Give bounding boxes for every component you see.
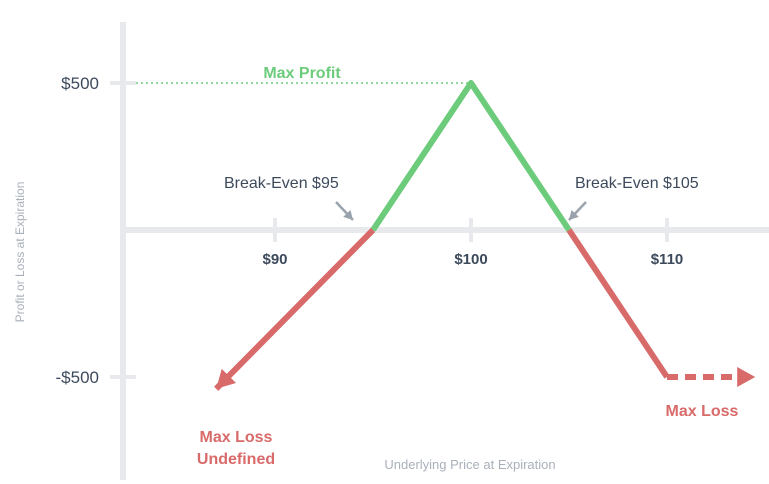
payoff-series-3	[566, 228, 670, 379]
x-tick-label: $100	[454, 251, 487, 268]
max-loss-label: Max Loss	[666, 403, 739, 420]
axes	[110, 22, 769, 480]
x-tick-label: $110	[651, 251, 684, 268]
x-tick-label: $90	[262, 251, 287, 268]
max-loss-undefined-line1: Max Loss	[200, 429, 273, 446]
labels: Profit or Loss at Expiration Underlying …	[13, 65, 739, 472]
break-even-left-label: Break-Even $95	[224, 175, 339, 192]
break-even-right-label: Break-Even $105	[575, 175, 699, 192]
break-even-right-pointer-head	[569, 210, 579, 220]
payoff-series-1	[370, 80, 572, 232]
max-profit-label: Max Profit	[263, 65, 341, 82]
y-tick-label: -$500	[56, 368, 99, 387]
payoff-lines	[214, 80, 756, 391]
arrowhead	[737, 367, 756, 387]
max-loss-undefined-line2: Undefined	[197, 451, 275, 468]
break-even-left-pointer-head	[343, 210, 353, 220]
y-tick-label: $500	[61, 74, 99, 93]
payoff-series-2	[214, 227, 376, 391]
x-axis-title: Underlying Price at Expiration	[384, 457, 555, 472]
arrowhead	[216, 368, 236, 389]
y-axis-title: Profit or Loss at Expiration	[13, 182, 27, 323]
